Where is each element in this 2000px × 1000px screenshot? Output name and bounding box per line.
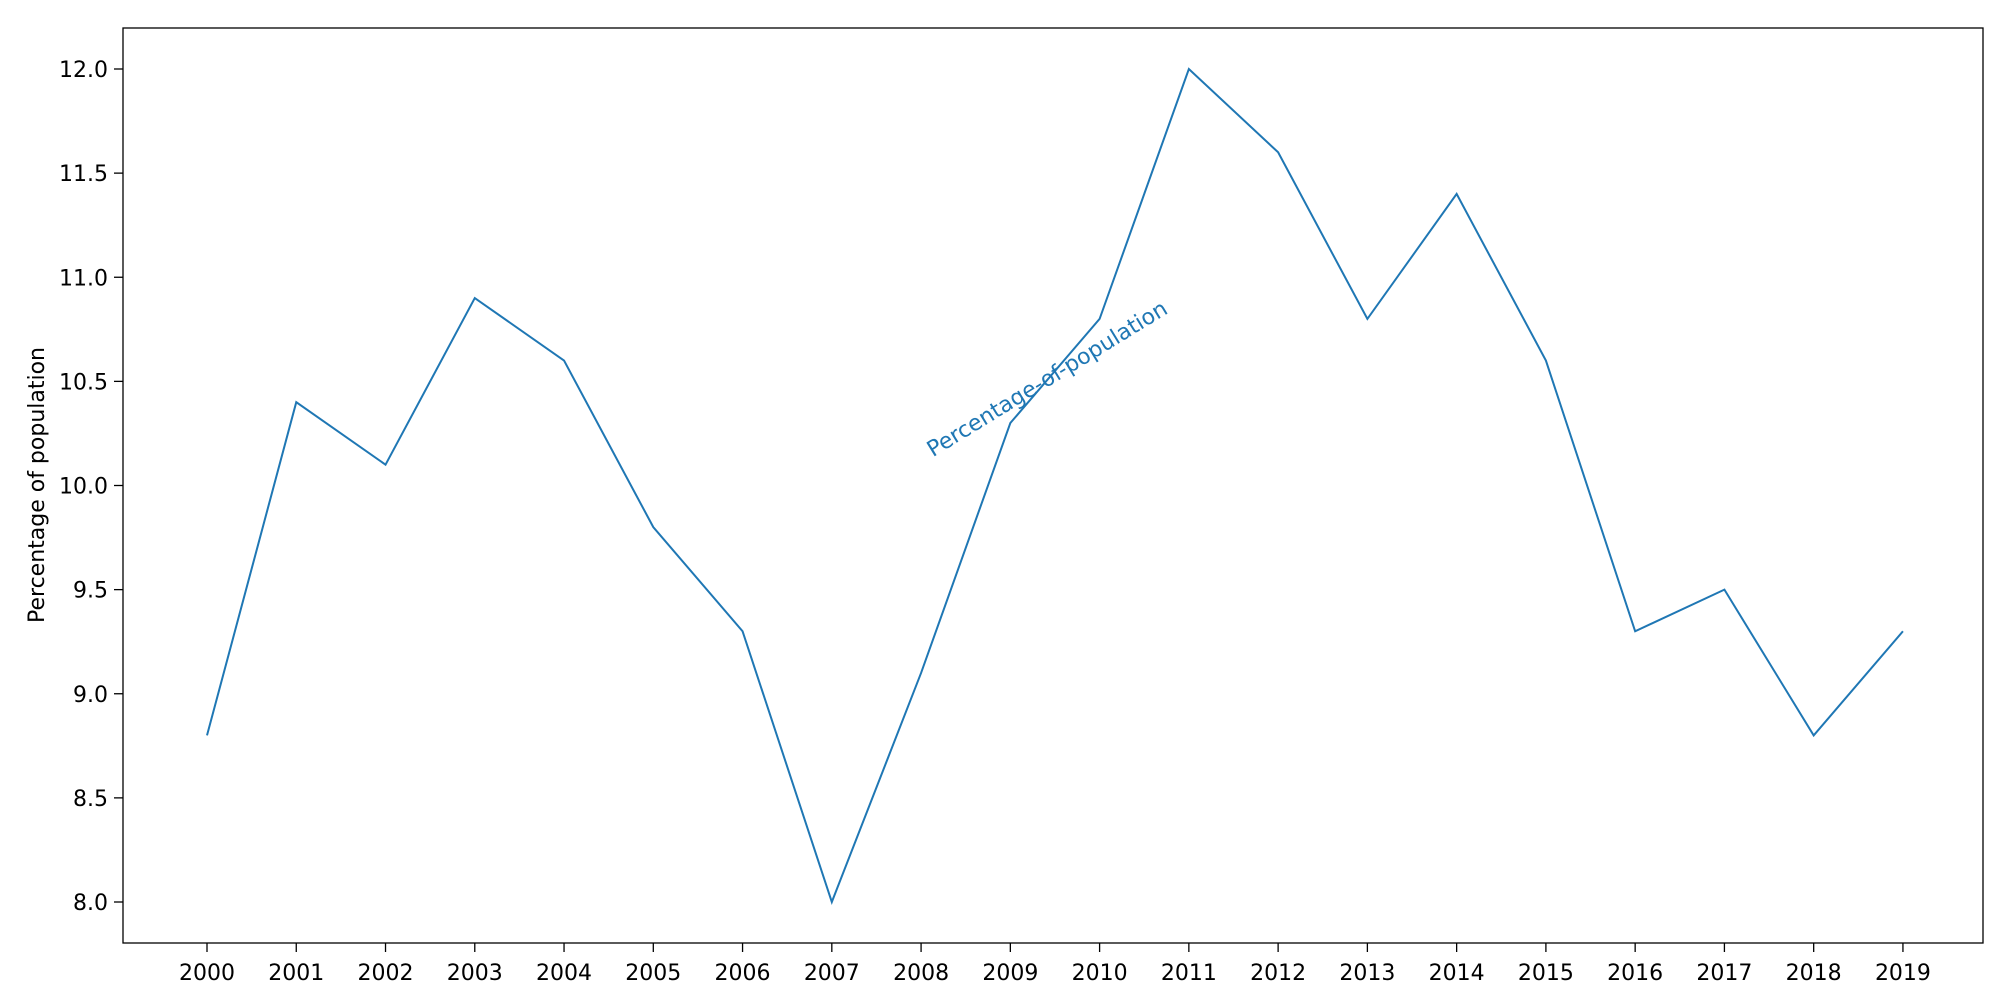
x-tick-label: 2017 xyxy=(1696,961,1752,986)
x-tick-label: 2008 xyxy=(893,961,949,986)
x-tick-label: 2005 xyxy=(625,961,681,986)
x-tick-label: 2010 xyxy=(1072,961,1128,986)
x-axis: 2000 2001 2002 2003 2004 2005 2006 2007 2008 2009… xyxy=(179,943,1931,986)
x-tick-label: 2001 xyxy=(268,961,324,986)
y-tick-label: 10.0 xyxy=(59,475,108,500)
x-tick-label: 2002 xyxy=(358,961,414,986)
series-line xyxy=(206,67,1904,905)
x-tick-label: 2015 xyxy=(1518,961,1574,986)
x-tick-label: 2007 xyxy=(804,961,860,986)
x-tick-label: 2012 xyxy=(1250,961,1306,986)
x-tick-label: 2004 xyxy=(536,961,592,986)
x-tick-label: 2003 xyxy=(447,961,503,986)
x-tick-label: 2011 xyxy=(1161,961,1217,986)
x-tick-label: 2018 xyxy=(1786,961,1842,986)
y-tick-label: 8.5 xyxy=(73,787,108,812)
series-annotation-label: Percentage-of-population xyxy=(923,296,1172,462)
x-tick-label: 2000 xyxy=(179,961,235,986)
x-tick-label: 2019 xyxy=(1875,961,1931,986)
y-tick-label: 10.5 xyxy=(59,370,108,395)
x-tick-label: 2016 xyxy=(1607,961,1663,986)
y-tick-label: 11.0 xyxy=(59,266,108,291)
y-tick-label: 12.0 xyxy=(59,58,108,83)
y-tick-label: 11.5 xyxy=(59,162,108,187)
x-tick-label: 2013 xyxy=(1339,961,1395,986)
x-tick-label: 2006 xyxy=(715,961,771,986)
x-tick-label: 2009 xyxy=(982,961,1038,986)
y-tick-label: 8.0 xyxy=(73,891,108,916)
y-axis: 8.0 8.5 9.0 9.5 10.0 10.5 11.0 11.5 12.0 xyxy=(59,58,123,916)
y-axis-title: Percentage of population xyxy=(25,347,50,623)
y-tick-label: 9.5 xyxy=(73,579,108,604)
y-tick-label: 9.0 xyxy=(73,683,108,708)
plot-area-frame xyxy=(122,27,1984,944)
x-tick-label: 2014 xyxy=(1429,961,1485,986)
